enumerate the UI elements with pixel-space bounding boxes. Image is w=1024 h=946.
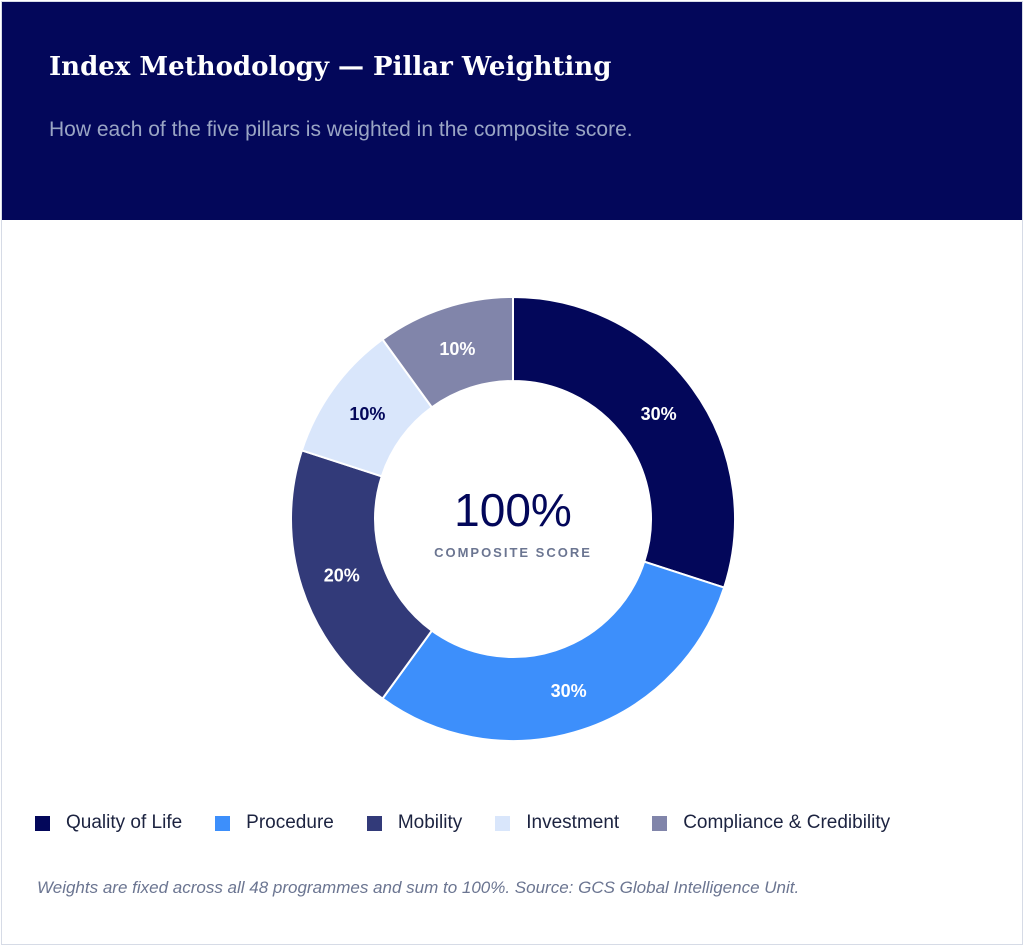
legend-swatch	[652, 815, 668, 831]
legend-swatch	[35, 815, 50, 831]
page-subtitle: How each of the five pillars is weighted…	[49, 118, 633, 141]
legend-label: Investment	[526, 812, 620, 833]
slice-label-quality-of-life: 30%	[641, 404, 677, 424]
slice-mobility	[290, 449, 434, 700]
legend-label: Quality of Life	[66, 812, 183, 833]
legend-swatch	[215, 815, 231, 831]
legend-item-investment: Investment	[495, 812, 619, 834]
footnote: Weights are fixed across all 48 programm…	[37, 878, 800, 897]
legend-swatch	[495, 815, 511, 831]
legend-label: Mobility	[397, 812, 463, 833]
slice-label-investment: 10%	[349, 404, 385, 424]
slice-quality-of-life	[512, 295, 736, 589]
legend-item-procedure: Procedure	[215, 812, 334, 834]
chart-legend: Quality of Life Procedure Mobility Investme…	[35, 812, 923, 834]
slice-label-procedure: 30%	[551, 681, 587, 701]
donut-slices	[290, 295, 736, 742]
header-banner: Index Methodology — Pillar Weighting How…	[2, 2, 1022, 220]
legend-label: Compliance & Credibility	[683, 812, 891, 833]
center-value: 100%	[454, 484, 572, 536]
legend-swatch	[366, 815, 382, 831]
legend-item-compliance-and-credibility: Compliance & Credibility	[652, 812, 890, 834]
slice-label-compliance-and-credibility: 10%	[439, 339, 475, 359]
legend-item-quality-of-life: Quality of Life	[35, 812, 182, 834]
slice-compliance-and-credibility	[381, 295, 514, 409]
slice-label-mobility: 20%	[324, 566, 360, 586]
donut-chart: 30% 30% 20% 10% 10% 100% COMPOSITE SCORE	[290, 295, 736, 742]
center-caption: COMPOSITE SCORE	[434, 545, 592, 560]
donut-slice-labels: 30% 30% 20% 10% 10%	[324, 339, 677, 701]
slice-procedure	[381, 560, 726, 742]
legend-item-mobility: Mobility	[366, 812, 463, 834]
page-title: Index Methodology — Pillar Weighting	[49, 52, 612, 82]
legend-label: Procedure	[246, 812, 334, 833]
